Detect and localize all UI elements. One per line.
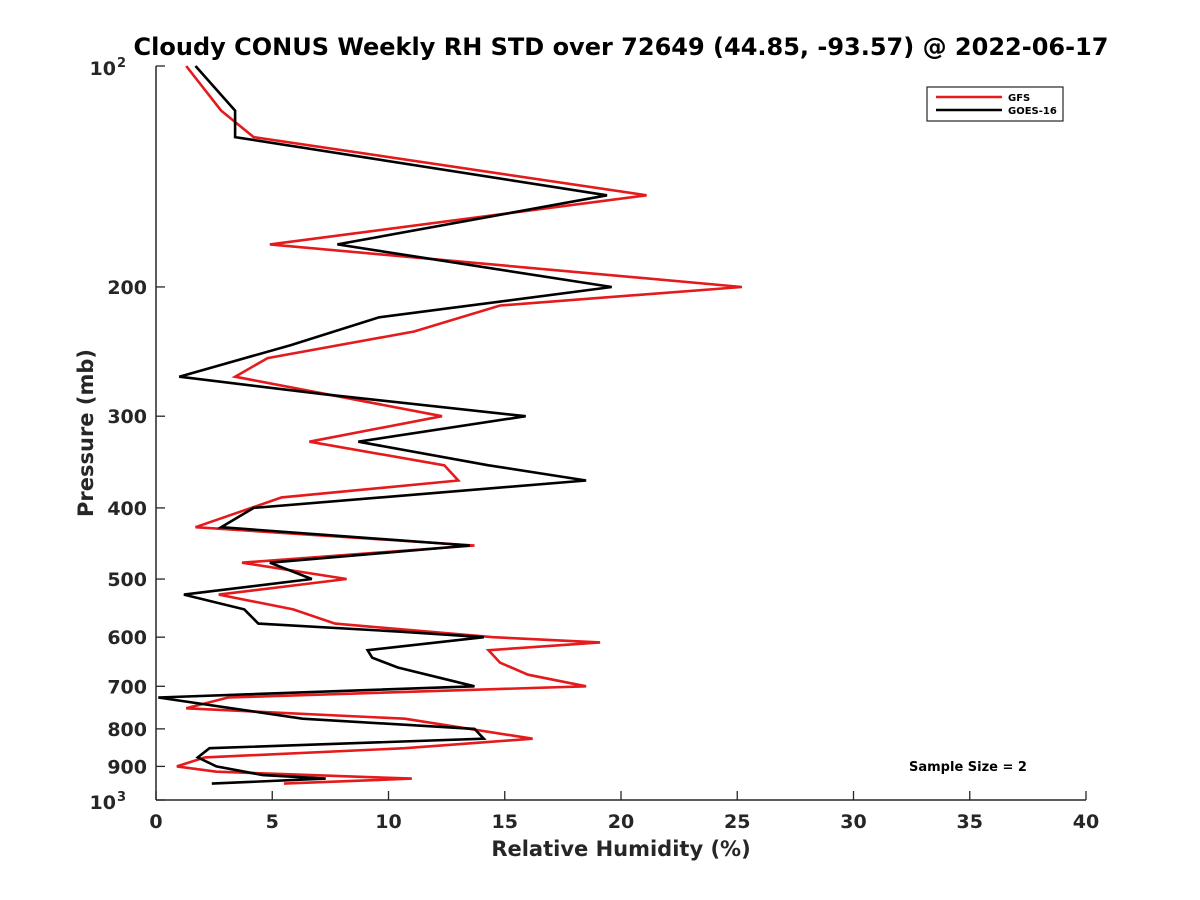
x-tick-label: 0 xyxy=(149,811,162,833)
y-tick-label: 900 xyxy=(107,756,147,778)
y-tick-label: 200 xyxy=(107,277,147,299)
y-tick-label: 10 xyxy=(90,792,116,814)
legend-box xyxy=(926,86,1064,122)
x-axis-ticks: 0 5 10 15 20 25 30 35 40 xyxy=(149,791,1099,833)
x-tick-label: 30 xyxy=(840,811,866,833)
series-line-goes16 xyxy=(158,65,612,785)
y-tick-label: 300 xyxy=(107,406,147,428)
legend: GFS GOES-16 xyxy=(926,86,1064,122)
y-tick-label-exponent: 3 xyxy=(117,790,126,805)
y-tick-label: 10 xyxy=(90,58,116,80)
y-tick-label: 600 xyxy=(107,627,147,649)
x-tick-label: 5 xyxy=(266,811,279,833)
y-tick-label: 700 xyxy=(107,676,147,698)
x-tick-label: 20 xyxy=(608,811,634,833)
chart-title: Cloudy CONUS Weekly RH STD over 72649 (4… xyxy=(134,33,1109,61)
x-tick-label: 25 xyxy=(724,811,750,833)
legend-label-gfs: GFS xyxy=(1008,93,1030,104)
x-tick-label: 10 xyxy=(375,811,401,833)
plot-area: 0 5 10 15 20 25 30 35 40 10 220030040050060070080… xyxy=(90,56,1100,833)
x-tick-label: 15 xyxy=(492,811,518,833)
y-tick-label-exponent: 2 xyxy=(117,56,126,71)
x-axis-label: Relative Humidity (%) xyxy=(491,837,750,861)
series-line-gfs xyxy=(176,65,743,785)
y-tick-label: 400 xyxy=(107,498,147,520)
legend-label-goes16: GOES-16 xyxy=(1008,106,1057,117)
x-tick-label: 40 xyxy=(1073,811,1099,833)
y-tick-label: 500 xyxy=(107,569,147,591)
sample-size-annotation: Sample Size = 2 xyxy=(909,760,1027,775)
x-tick-label: 35 xyxy=(957,811,983,833)
y-axis-label: Pressure (mb) xyxy=(74,349,98,517)
y-tick-label: 800 xyxy=(107,719,147,741)
series-layer xyxy=(158,65,743,785)
plot-background xyxy=(156,66,1086,800)
